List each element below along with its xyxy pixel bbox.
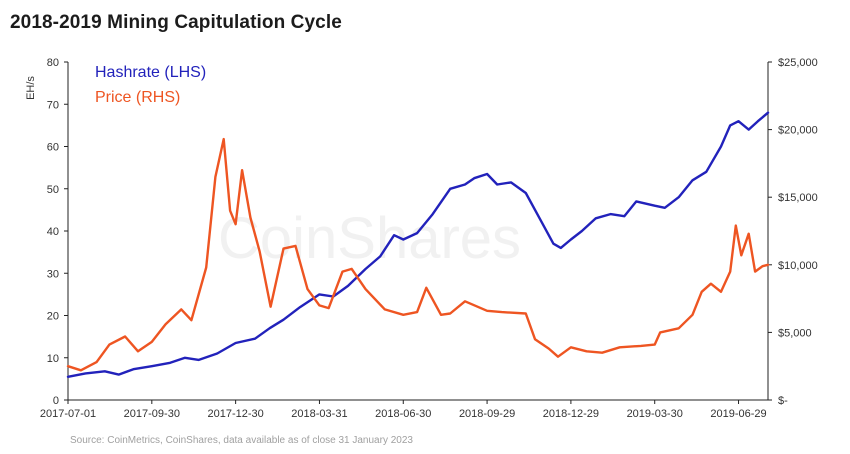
x-tick-label: 2017-07-01 bbox=[40, 408, 96, 420]
legend-entry-price: Price (RHS) bbox=[95, 89, 180, 106]
series-line-price bbox=[66, 137, 770, 372]
watermark: CoinShares bbox=[218, 206, 521, 271]
x-tick-label: 2017-09-30 bbox=[124, 408, 180, 420]
y-axis-left-label: EH/s bbox=[25, 76, 37, 100]
y-left-tick-label: 40 bbox=[47, 226, 59, 238]
x-tick-label: 2018-03-31 bbox=[291, 408, 347, 420]
y-right-tick-label: $15,000 bbox=[778, 192, 818, 204]
y-left-tick-label: 70 bbox=[47, 99, 59, 111]
y-right-tick-label: $20,000 bbox=[778, 125, 818, 137]
x-tick-label: 2017-12-30 bbox=[207, 408, 263, 420]
y-left-tick-label: 60 bbox=[47, 142, 59, 154]
legend-entry-hashrate: Hashrate (LHS) bbox=[95, 64, 206, 81]
legend: Hashrate (LHS) Price (RHS) bbox=[95, 64, 206, 106]
y-right-tick-label: $5,000 bbox=[778, 327, 812, 339]
series-line-hashrate bbox=[66, 111, 770, 378]
y-right-tick-label: $- bbox=[778, 395, 788, 407]
x-tick-label: 2018-12-29 bbox=[543, 408, 599, 420]
x-tick-label: 2019-06-29 bbox=[710, 408, 766, 420]
x-tick-label: 2018-06-30 bbox=[375, 408, 431, 420]
x-tick-label: 2019-03-30 bbox=[627, 408, 683, 420]
y-left-tick-label: 0 bbox=[53, 395, 59, 407]
y-left-tick-label: 30 bbox=[47, 268, 59, 280]
y-left-tick-label: 10 bbox=[47, 353, 59, 365]
source-note: Source: CoinMetrics, CoinShares, data av… bbox=[70, 435, 413, 446]
y-right-tick-label: $25,000 bbox=[778, 57, 818, 69]
axes: 0 10 20 30 40 50 60 70 80 $- $5,000 $10,000 $15,000 $… bbox=[40, 57, 818, 420]
y-right-tick-label: $10,000 bbox=[778, 260, 818, 272]
y-left-tick-label: 50 bbox=[47, 184, 59, 196]
series-layer bbox=[66, 111, 770, 378]
chart-title: 2018-2019 Mining Capitulation Cycle bbox=[10, 12, 342, 33]
y-left-tick-label: 80 bbox=[47, 57, 59, 69]
y-left-tick-label: 20 bbox=[47, 311, 59, 323]
x-tick-label: 2018-09-29 bbox=[459, 408, 515, 420]
